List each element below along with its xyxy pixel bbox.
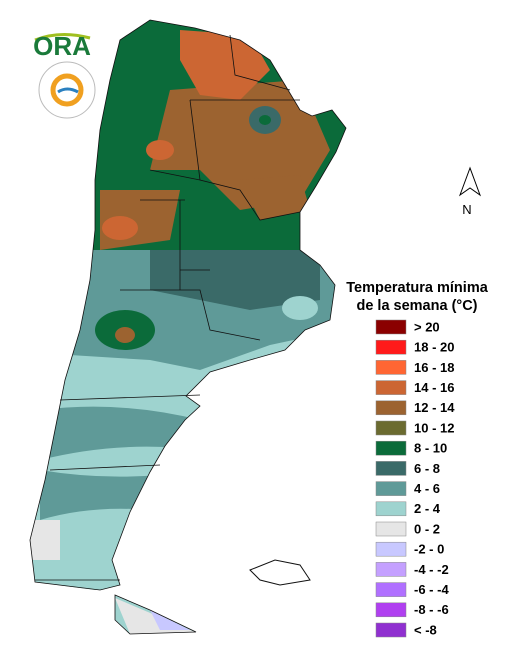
logo-wave: [57, 87, 79, 94]
legend-label: -4 - -2: [414, 562, 449, 577]
legend-label: 10 - 12: [414, 420, 454, 435]
logo: ORA: [33, 31, 96, 119]
legend-swatch: [375, 622, 407, 638]
legend-label: < -8: [414, 622, 437, 637]
legend-swatch: [375, 501, 407, 517]
legend-swatch: [375, 319, 407, 335]
legend-swatch: [375, 339, 407, 355]
legend: Temperatura mínima de la semana (°C) > 2…: [346, 280, 488, 637]
legend-swatch: [375, 380, 407, 395]
legend-swatch: [375, 521, 407, 537]
north-label: N: [462, 202, 471, 217]
legend-swatch: [375, 400, 407, 416]
legend-label: -6 - -4: [414, 582, 449, 597]
legend-title: de la semana (°C): [356, 298, 477, 314]
north-arrow: N: [458, 166, 482, 217]
legend-label: -8 - -6: [414, 602, 449, 617]
logo-swoosh: [34, 33, 91, 42]
malvinas: [249, 559, 311, 586]
legend-label: 6 - 8: [414, 461, 440, 476]
legend-label: 2 - 4: [414, 501, 441, 516]
logo-ring: [50, 73, 84, 107]
north-arrow-shape: [458, 166, 482, 197]
legend-label: 14 - 16: [414, 380, 454, 395]
legend-title: Temperatura mínima: [346, 280, 488, 296]
legend-swatch: [375, 360, 407, 375]
legend-swatch: [375, 562, 407, 577]
legend-swatch: [375, 541, 407, 557]
legend-label: 0 - 2: [414, 521, 440, 536]
legend-swatch: [375, 461, 407, 476]
temperature-zones: [30, 20, 346, 634]
logo-text: ORA: [33, 31, 91, 61]
legend-swatch: [375, 602, 407, 618]
legend-label: > 20: [414, 319, 440, 334]
legend-label: 16 - 18: [414, 360, 454, 375]
province-borders: [29, 19, 347, 635]
legend-label: 12 - 14: [414, 400, 455, 415]
legend-label: 18 - 20: [414, 340, 454, 355]
legend-label: 4 - 6: [414, 481, 440, 496]
legend-label: -2 - 0: [414, 542, 444, 557]
legend-swatch: [375, 481, 407, 496]
legend-swatch: [375, 582, 407, 597]
legend-swatch: [375, 440, 407, 456]
legend-label: 8 - 10: [414, 441, 447, 456]
legend-swatch: [375, 420, 407, 436]
